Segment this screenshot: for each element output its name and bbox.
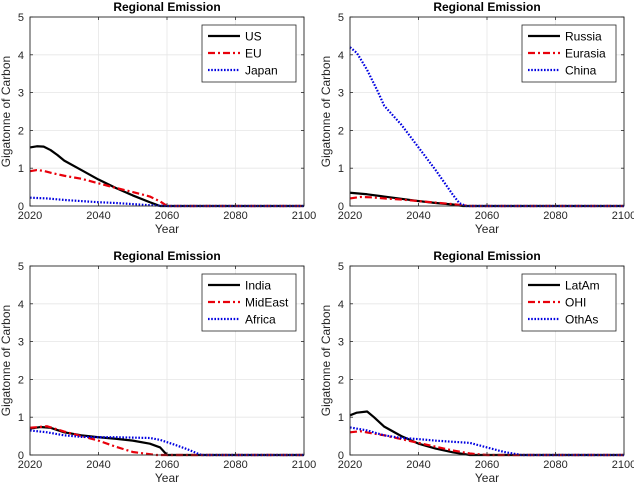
- legend-label-eu: EU: [245, 47, 262, 61]
- x-tick-label: 2100: [612, 459, 634, 471]
- y-tick-label: 1: [18, 163, 24, 175]
- x-tick-label: 2080: [543, 459, 567, 471]
- y-tick-label: 1: [18, 412, 24, 424]
- legend: LatAm OHI OthAs: [521, 273, 617, 332]
- series-line-china: [349, 46, 624, 208]
- x-tick-label: 2060: [155, 210, 179, 222]
- chart-title: Regional Emission: [113, 0, 220, 14]
- x-tick-label: 2020: [338, 459, 362, 471]
- legend-label-eurasia: Eurasia: [565, 47, 606, 61]
- chart-title: Regional Emission: [113, 249, 220, 263]
- series-line-ohi: [349, 430, 624, 457]
- x-axis-label: Year: [475, 471, 499, 485]
- x-tick-label: 2060: [155, 459, 179, 471]
- x-tick-label: 2060: [475, 459, 499, 471]
- y-tick-label: 1: [338, 163, 344, 175]
- y-tick-label: 1: [338, 412, 344, 424]
- legend-box: [201, 273, 297, 332]
- x-tick-label: 2040: [86, 210, 110, 222]
- y-tick-label: 5: [18, 261, 24, 273]
- legend-label-india: India: [245, 279, 271, 293]
- chart-panel-1: 2020 2040 2060 2080 2100 0 1 2 3 4 5 Regional Emiss…: [0, 0, 316, 236]
- y-tick-label: 4: [338, 299, 344, 311]
- y-tick-label: 5: [18, 12, 24, 24]
- legend: US EU Japan: [201, 24, 297, 83]
- chart-panel-2: 2020 2040 2060 2080 2100 0 1 2 3 4 5 Regional Emiss…: [319, 0, 634, 236]
- y-tick-label: 2: [338, 125, 344, 137]
- x-axis-label: Year: [475, 222, 499, 236]
- y-tick-label: 0: [338, 201, 344, 213]
- legend-box: [521, 273, 617, 332]
- x-tick-label: 2080: [223, 459, 247, 471]
- legend-label-china: China: [565, 64, 597, 78]
- y-tick-label: 3: [18, 337, 24, 349]
- y-axis-label: Gigatonne of Carbon: [319, 305, 333, 416]
- legend-label-ohi: OHI: [565, 296, 586, 310]
- chart-panel-4: 2020 2040 2060 2080 2100 0 1 2 3 4 5 Regional Emiss…: [319, 249, 634, 485]
- x-axis-label: Year: [155, 222, 179, 236]
- y-tick-label: 2: [18, 125, 24, 137]
- series-line-eu: [29, 168, 304, 208]
- series-line-eurasia: [349, 195, 624, 208]
- legend-box: [201, 24, 297, 83]
- y-axis-label: Gigatonne of Carbon: [0, 305, 13, 416]
- series-line-othas: [349, 426, 624, 457]
- y-tick-label: 0: [18, 201, 24, 213]
- legend: Russia Eurasia China: [521, 24, 617, 83]
- x-tick-label: 2040: [406, 210, 430, 222]
- x-tick-label: 2020: [18, 459, 42, 471]
- y-tick-label: 4: [18, 50, 24, 62]
- legend-label-latam: LatAm: [565, 279, 600, 293]
- x-tick-label: 2100: [612, 210, 634, 222]
- x-tick-label: 2040: [406, 459, 430, 471]
- legend-label-russia: Russia: [565, 30, 602, 44]
- series-line-latam: [349, 410, 624, 457]
- legend-box: [521, 24, 617, 83]
- x-axis-label: Year: [155, 471, 179, 485]
- x-tick-label: 2020: [18, 210, 42, 222]
- y-tick-label: 5: [338, 12, 344, 24]
- x-tick-label: 2020: [338, 210, 362, 222]
- y-tick-label: 3: [338, 88, 344, 100]
- legend-label-othas: OthAs: [565, 313, 598, 327]
- x-tick-label: 2080: [223, 210, 247, 222]
- legend-label-africa: Africa: [245, 313, 276, 327]
- y-tick-label: 3: [338, 337, 344, 349]
- series-line-us: [29, 145, 304, 208]
- y-tick-label: 4: [338, 50, 344, 62]
- y-tick-label: 2: [338, 374, 344, 386]
- y-tick-label: 5: [338, 261, 344, 273]
- x-tick-label: 2100: [292, 459, 316, 471]
- y-tick-label: 0: [18, 450, 24, 462]
- chart-title: Regional Emission: [433, 249, 540, 263]
- y-tick-label: 4: [18, 299, 24, 311]
- series-line-mideast: [29, 425, 304, 457]
- y-axis-label: Gigatonne of Carbon: [0, 56, 13, 167]
- series-line-africa: [29, 429, 304, 457]
- chart-title: Regional Emission: [433, 0, 540, 14]
- legend: India MidEast Africa: [201, 273, 297, 332]
- chart-panel-3: 2020 2040 2060 2080 2100 0 1 2 3 4 5 Regional Emiss…: [0, 249, 316, 485]
- y-axis-label: Gigatonne of Carbon: [319, 56, 333, 167]
- y-tick-label: 0: [338, 450, 344, 462]
- x-tick-label: 2100: [292, 210, 316, 222]
- legend-label-mideast: MidEast: [245, 296, 289, 310]
- y-tick-label: 3: [18, 88, 24, 100]
- x-tick-label: 2080: [543, 210, 567, 222]
- legend-label-japan: Japan: [245, 64, 278, 78]
- x-tick-label: 2060: [475, 210, 499, 222]
- x-tick-label: 2040: [86, 459, 110, 471]
- y-tick-label: 2: [18, 374, 24, 386]
- legend-label-us: US: [245, 30, 262, 44]
